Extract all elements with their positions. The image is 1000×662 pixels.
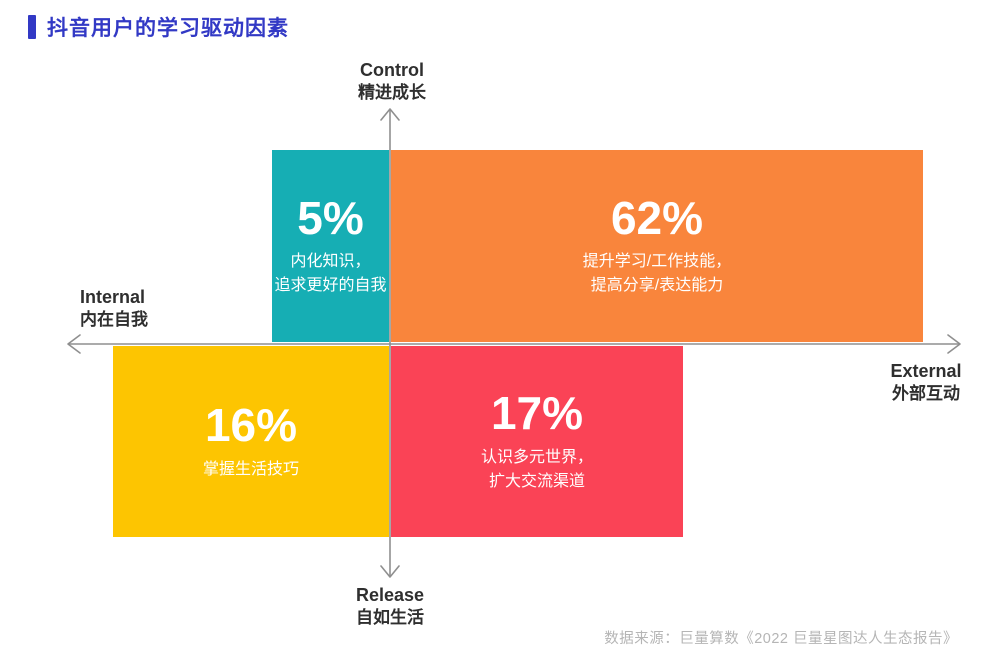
quadrant-desc: 掌握生活技巧 [203,458,299,482]
quadrant-desc: 内化知识， 追求更好的自我 [274,250,386,298]
axis-label-zh: 内在自我 [80,309,148,329]
axis-label-release: Release 自如生活 [290,584,490,628]
arrow-right-icon [947,334,961,354]
axis-label-en: External [890,361,962,381]
axis-label-en: Internal [80,287,146,307]
axis-label-zh: 自如生活 [356,607,424,627]
arrow-left-icon [67,334,81,354]
title-accent-bar [28,15,36,39]
page-header: 抖音用户的学习驱动因素 [28,12,289,42]
quadrant-bottom-left: 16% 掌握生活技巧 [113,346,389,537]
source-note: 数据来源：巨量算数《2022 巨量星图达人生态报告》 [604,631,958,647]
quadrant-value: 5% [297,191,364,244]
quadrant-bottom-right: 17% 认识多元世界， 扩大交流渠道 [391,346,683,537]
axis-label-control: Control 精进成长 [292,59,492,103]
quadrant-value: 16% [204,399,298,452]
axis-label-en: Release [355,585,425,605]
axis-label-zh: 外部互动 [892,383,960,403]
quadrant-desc: 提升学习/工作技能， 提高分享/表达能力 [583,250,731,298]
desc-line: 提升学习/工作技能， [582,253,732,271]
desc-line: 追求更好的自我 [274,277,387,295]
axis-label-zh: 精进成长 [358,82,426,102]
quadrant-top-left: 5% 内化知识， 追求更好的自我 [272,150,389,342]
desc-line: 掌握生活技巧 [202,460,299,478]
arrow-down-icon [380,565,400,578]
axis-label-external: External 外部互动 [846,360,1000,404]
axis-label-internal: Internal 内在自我 [80,286,148,330]
quadrant-value: 62% [610,191,704,244]
quadrant-value: 17% [490,387,584,440]
desc-line: 扩大交流渠道 [488,472,585,490]
quadrant-desc: 认识多元世界， 扩大交流渠道 [481,446,593,494]
quadrant-top-right: 62% 提升学习/工作技能， 提高分享/表达能力 [391,150,923,342]
desc-line: 提高分享/表达能力 [590,277,724,295]
page-title: 抖音用户的学习驱动因素 [47,17,289,40]
arrow-up-icon [380,108,400,121]
desc-line: 内化知识， [290,253,371,271]
axis-label-en: Control [360,60,424,80]
desc-line: 认识多元世界， [480,448,593,466]
